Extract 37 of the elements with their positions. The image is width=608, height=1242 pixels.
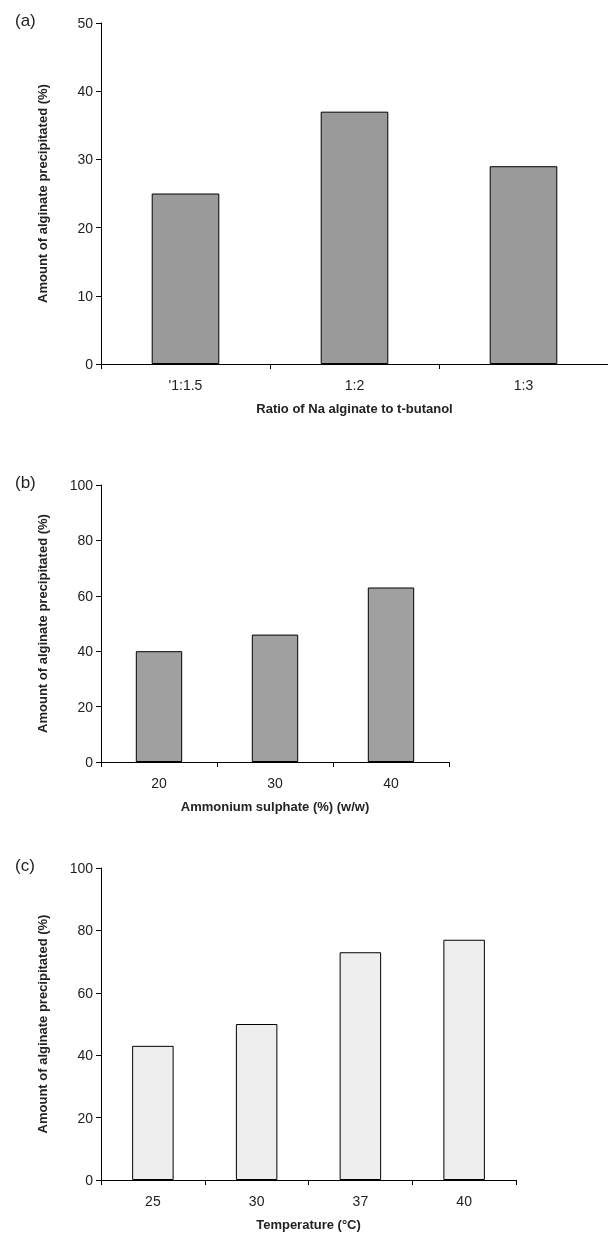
y-tick-label: 0	[85, 356, 94, 372]
x-tick-label: 40	[383, 775, 399, 791]
y-tick-label: 0	[85, 754, 94, 770]
y-tick-label: 40	[77, 643, 94, 660]
y-axis-title: Amount of alginate precipitated (%)	[35, 514, 50, 733]
chart-title: (c)	[15, 856, 35, 875]
y-tick-label: 20	[77, 219, 94, 236]
x-tick-label: 25	[145, 1193, 161, 1209]
y-axis-title: Amount of alginate precipitated (%)	[35, 914, 50, 1134]
y-tick-label: 40	[77, 83, 94, 100]
x-tick-label: 40	[456, 1193, 473, 1209]
x-axis-title: Ratio of Na alginate to t-butanol	[256, 401, 453, 416]
x-tick-label: 1:3	[513, 377, 534, 393]
y-tick-label: 0	[85, 1172, 94, 1188]
y-tick-label: 60	[77, 984, 94, 1001]
x-tick-label: 30	[248, 1193, 265, 1209]
x-tick-label: '1:1.5	[168, 377, 203, 393]
y-tick-label: 10	[77, 287, 94, 304]
chart-title: (b)	[15, 473, 36, 492]
y-tick-label: 50	[77, 15, 94, 31]
y-tick-label: 100	[69, 860, 94, 876]
x-tick-label: 37	[352, 1193, 369, 1209]
y-axis-title: Amount of alginate precipitated (%)	[35, 84, 50, 303]
x-axis-title: Temperature (°C)	[256, 1217, 361, 1232]
y-tick-label: 80	[77, 922, 94, 939]
y-tick-label: 100	[69, 477, 94, 493]
y-tick-label: 20	[77, 698, 94, 715]
y-tick-label: 40	[77, 1047, 94, 1064]
y-tick-label: 60	[77, 587, 94, 604]
chart-title: (a)	[15, 11, 36, 30]
x-axis-title: Ammonium sulphate (%) (w/w)	[180, 799, 370, 814]
x-tick-label: 20	[151, 775, 167, 791]
y-tick-label: 30	[77, 151, 94, 168]
y-tick-label: 20	[77, 1109, 94, 1126]
x-tick-label: 1:2	[344, 377, 365, 393]
x-tick-label: 30	[267, 775, 283, 791]
y-tick-label: 80	[77, 532, 94, 549]
